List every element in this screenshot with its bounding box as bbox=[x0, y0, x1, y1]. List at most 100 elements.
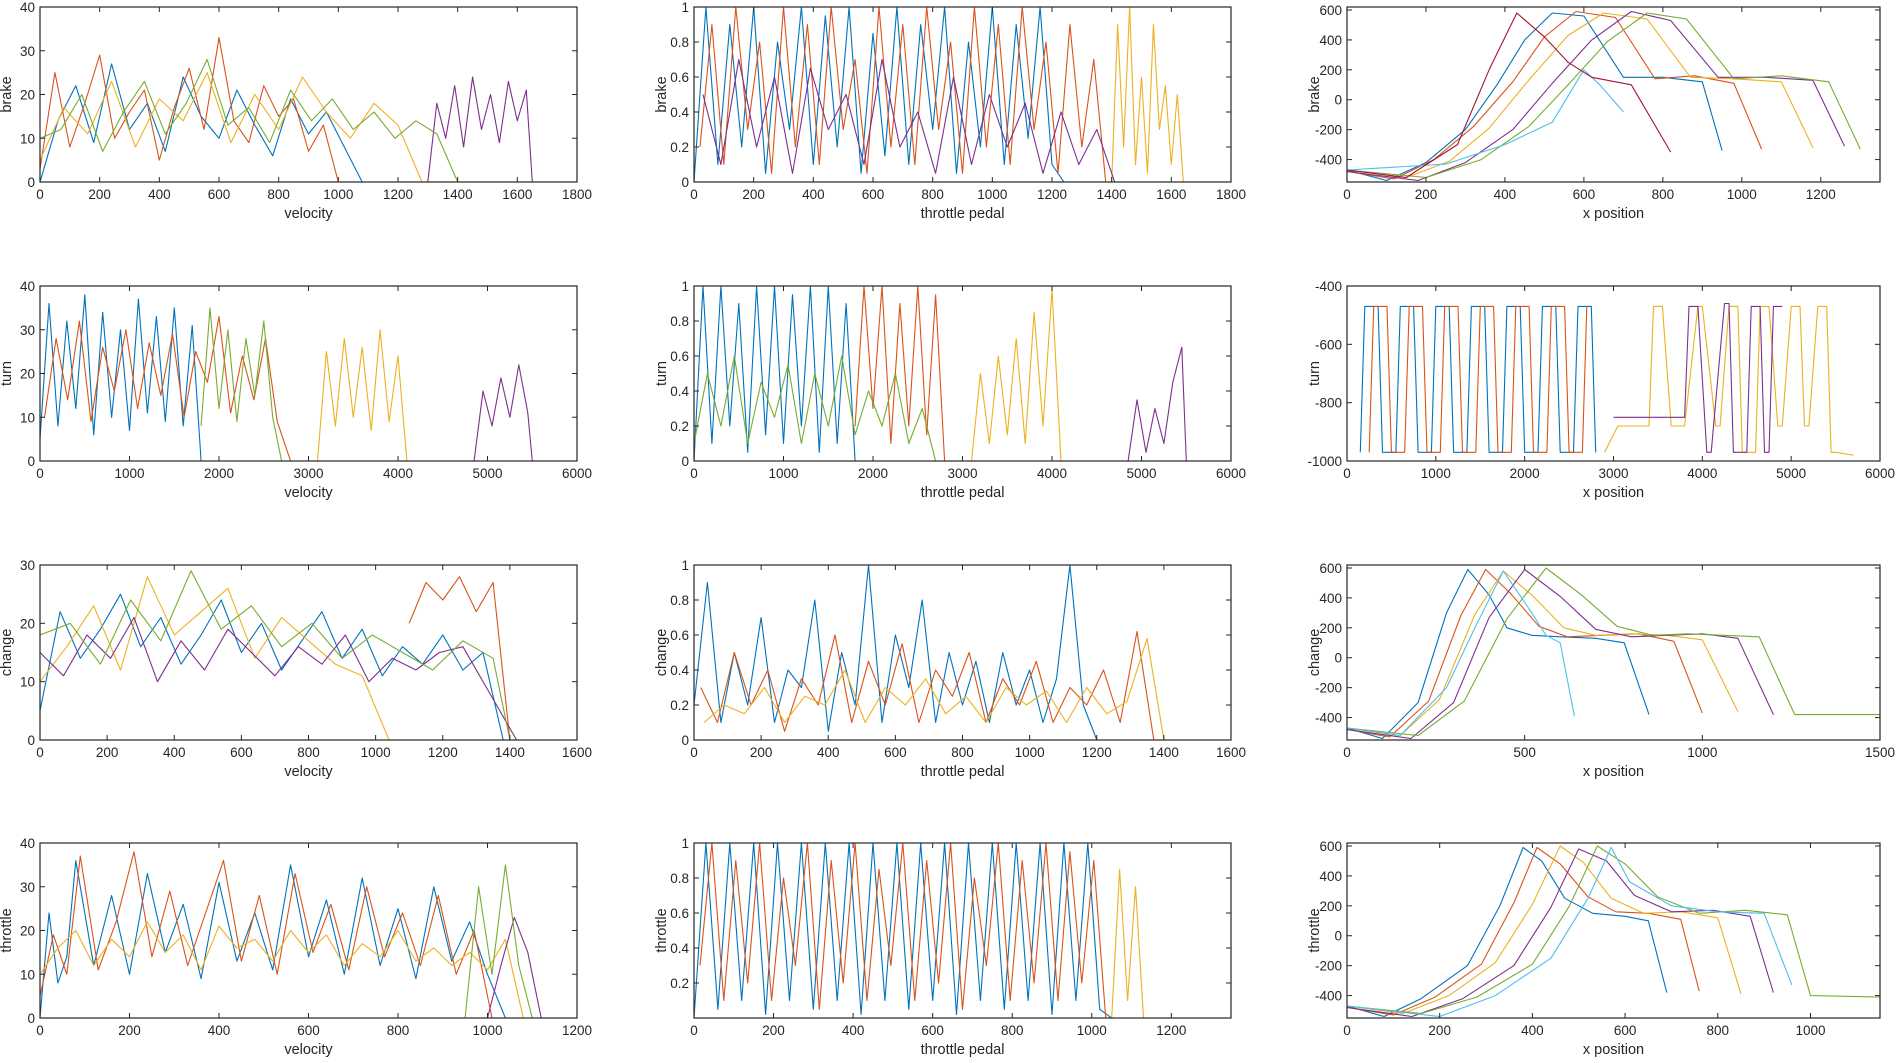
x-tick-label: 5000 bbox=[1776, 466, 1806, 481]
series-line-3 bbox=[1347, 12, 1814, 179]
series-line-4 bbox=[1347, 10, 1845, 182]
series-line-1 bbox=[1347, 568, 1650, 740]
axes-frame bbox=[1346, 6, 1881, 183]
y-tick-label: 0 bbox=[1334, 929, 1342, 944]
y-tick-label: 0 bbox=[681, 733, 689, 748]
y-tick-label: 200 bbox=[1319, 899, 1342, 914]
panel-brake-throttle: 0 200 400 600 800 1000 1200 1400 1600 1800 0 0.2 0.4… bbox=[654, 0, 1246, 222]
y-tick-label: 1 bbox=[681, 279, 689, 294]
y-tick-label: -400 bbox=[1315, 153, 1342, 168]
x-tick-label: 1800 bbox=[562, 187, 592, 202]
x-tick-label: 1600 bbox=[1156, 187, 1186, 202]
x-tick-label: 4000 bbox=[1687, 466, 1717, 481]
y-tick-label: 0.4 bbox=[670, 663, 689, 678]
series-group bbox=[1359, 302, 1854, 456]
series-line-6 bbox=[1347, 846, 1793, 1018]
x-axis-label: throttle pedal bbox=[921, 485, 1005, 501]
x-tick-label: 2000 bbox=[858, 466, 888, 481]
series-line-4 bbox=[40, 616, 518, 740]
x-tick-label: 0 bbox=[690, 466, 698, 481]
x-tick-label: 1000 bbox=[361, 745, 391, 760]
y-tick-label: 0.8 bbox=[670, 35, 689, 50]
y-tick-label: 0.2 bbox=[670, 976, 689, 991]
y-tick-label: 30 bbox=[20, 323, 35, 338]
x-tick-label: 1200 bbox=[1806, 187, 1836, 202]
series-group bbox=[694, 286, 1187, 461]
x-axis-label: x position bbox=[1583, 764, 1644, 780]
y-tick-label: 400 bbox=[1319, 869, 1342, 884]
y-tick-label: -200 bbox=[1315, 681, 1342, 696]
axes-frame bbox=[39, 6, 578, 183]
y-axis-label: throttle bbox=[0, 908, 15, 952]
y-tick-label: 40 bbox=[20, 836, 35, 851]
x-axis-label: x position bbox=[1583, 485, 1644, 501]
series-line-3 bbox=[970, 288, 1062, 461]
series-line-3 bbox=[1604, 305, 1854, 456]
y-tick-label: 400 bbox=[1319, 591, 1342, 606]
x-tick-label: 1000 bbox=[323, 187, 353, 202]
series-line-5 bbox=[200, 307, 283, 461]
y-tick-label: 0.4 bbox=[670, 941, 689, 956]
y-axis-label: change bbox=[654, 629, 670, 677]
y-tick-label: -200 bbox=[1315, 959, 1342, 974]
x-tick-label: 1000 bbox=[1421, 466, 1451, 481]
x-tick-label: 800 bbox=[951, 745, 974, 760]
x-tick-label: 0 bbox=[36, 745, 44, 760]
series-line-3 bbox=[40, 576, 390, 740]
x-tick-label: 0 bbox=[36, 1023, 44, 1038]
panel-change-throttle: 0 200 400 600 800 1000 1200 1400 1600 0 0.2 0.4 0.6 0… bbox=[654, 558, 1246, 780]
x-tick-label: 800 bbox=[387, 1023, 410, 1038]
y-tick-label: 0 bbox=[681, 175, 689, 190]
y-tick-label: -400 bbox=[1315, 711, 1342, 726]
x-tick-label: 1200 bbox=[1156, 1023, 1186, 1038]
x-tick-label: 0 bbox=[1343, 745, 1351, 760]
y-tick-label: -400 bbox=[1315, 279, 1342, 294]
y-tick-label: 0.6 bbox=[670, 349, 689, 364]
series-line-3 bbox=[703, 637, 1165, 740]
y-tick-label: 0 bbox=[27, 175, 35, 190]
series-line-2 bbox=[699, 843, 1107, 1018]
y-axis-label: turn bbox=[1307, 361, 1323, 386]
x-tick-label: 0 bbox=[690, 187, 698, 202]
x-axis-label: x position bbox=[1583, 206, 1644, 222]
y-tick-label: 0.8 bbox=[670, 871, 689, 886]
x-tick-label: 800 bbox=[921, 187, 944, 202]
series-line-1 bbox=[694, 843, 1113, 1018]
y-tick-label: 600 bbox=[1319, 839, 1342, 854]
x-tick-label: 600 bbox=[862, 187, 885, 202]
x-axis-label: velocity bbox=[284, 485, 333, 501]
axes-frame bbox=[1346, 842, 1881, 1019]
series-line-2 bbox=[40, 851, 493, 1018]
x-tick-label: 400 bbox=[208, 1023, 231, 1038]
series-line-2 bbox=[1368, 305, 1588, 453]
y-tick-label: -600 bbox=[1315, 337, 1342, 352]
x-tick-label: 800 bbox=[267, 187, 290, 202]
series-line-3 bbox=[1111, 7, 1184, 182]
series-group bbox=[1347, 567, 1880, 740]
x-tick-label: 6000 bbox=[562, 466, 592, 481]
y-tick-label: 0 bbox=[681, 454, 689, 469]
y-axis-label: change bbox=[0, 629, 15, 677]
y-tick-label: 10 bbox=[20, 410, 35, 425]
y-tick-label: 0.2 bbox=[670, 140, 689, 155]
y-axis-label: brake bbox=[654, 76, 670, 112]
x-tick-label: 0 bbox=[36, 466, 44, 481]
x-tick-label: 600 bbox=[1573, 187, 1596, 202]
series-line-3 bbox=[40, 921, 524, 1018]
series-line-5 bbox=[464, 864, 533, 1018]
series-line-4 bbox=[486, 916, 542, 1018]
y-tick-label: 10 bbox=[20, 967, 35, 982]
x-tick-label: 1200 bbox=[562, 1023, 592, 1038]
x-tick-label: 0 bbox=[690, 1023, 698, 1038]
y-tick-label: 1 bbox=[681, 836, 689, 851]
y-tick-label: 0.6 bbox=[670, 70, 689, 85]
x-tick-label: 400 bbox=[163, 745, 186, 760]
y-tick-label: 0.6 bbox=[670, 906, 689, 921]
x-tick-label: 0 bbox=[1343, 187, 1351, 202]
x-tick-label: 0 bbox=[1343, 466, 1351, 481]
x-tick-label: 600 bbox=[230, 745, 253, 760]
x-tick-label: 200 bbox=[88, 187, 111, 202]
series-group bbox=[40, 570, 518, 740]
panel-throttle-throttle: 0 200 400 600 800 1000 1200 0.2 0.4 0.6 0.8 1 thrott… bbox=[654, 836, 1232, 1058]
